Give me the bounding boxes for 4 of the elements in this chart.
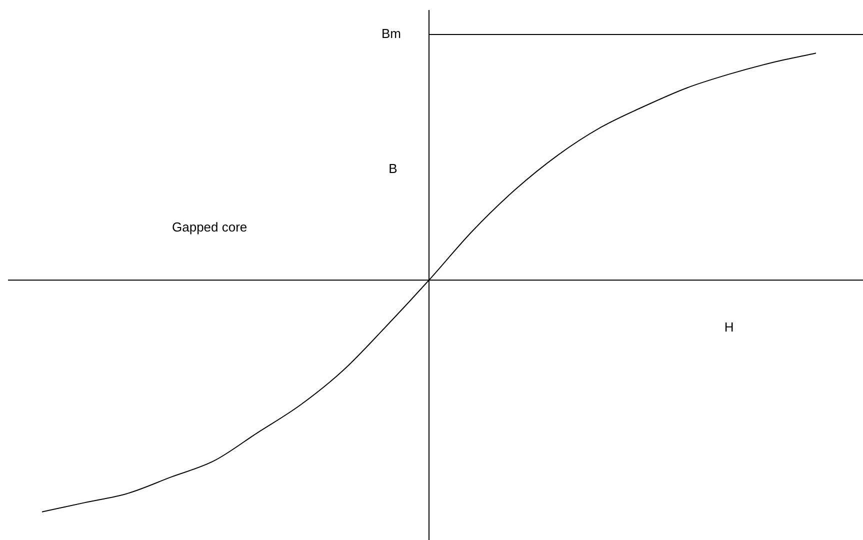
ref-line-label: Bm — [382, 26, 401, 42]
annotation: Gapped core — [172, 220, 248, 235]
y-axis-title: B — [388, 160, 398, 176]
x-axis-title: H — [724, 320, 734, 335]
